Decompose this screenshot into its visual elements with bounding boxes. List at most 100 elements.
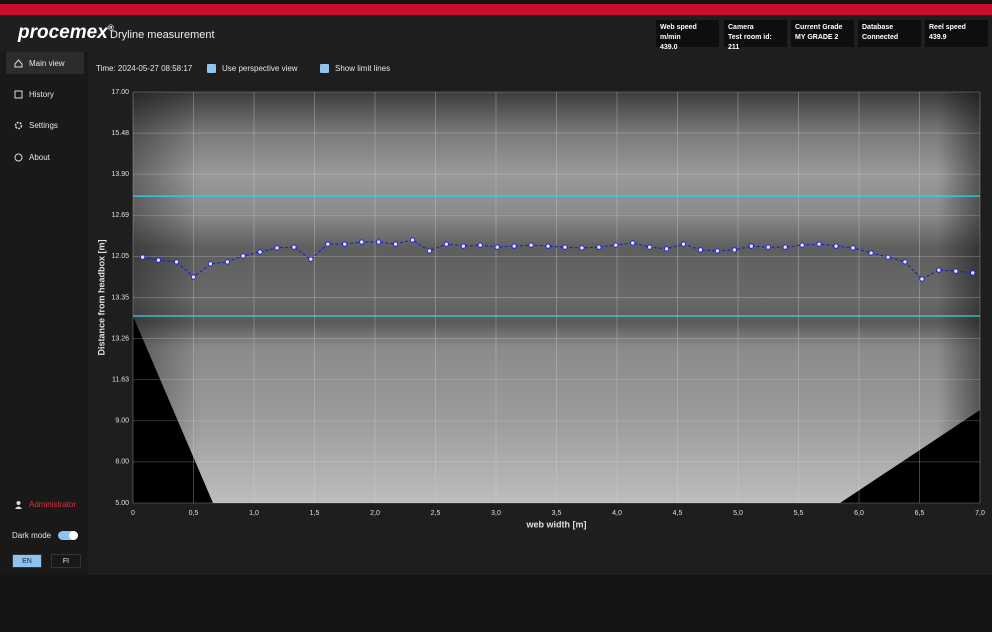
data-point	[409, 237, 416, 243]
data-point	[342, 241, 348, 247]
data-point	[868, 250, 874, 256]
toggle-knob	[69, 531, 78, 540]
logo: procemex®	[18, 22, 114, 44]
x-tick-label: 6,0	[854, 510, 864, 517]
dark-mode-toggle[interactable]	[58, 531, 78, 540]
data-point	[953, 268, 959, 274]
data-point	[613, 242, 619, 248]
lang-button[interactable]: EN	[12, 554, 42, 568]
data-point	[257, 249, 263, 255]
nav-label: Settings	[29, 120, 58, 130]
option-label: Use perspective view	[222, 64, 298, 73]
data-point	[663, 246, 670, 252]
checkbox[interactable]	[320, 64, 329, 73]
user-name: Administrator	[29, 499, 77, 509]
data-point	[426, 248, 433, 254]
nav-item[interactable]: About	[6, 146, 84, 168]
data-point	[579, 245, 585, 251]
data-point	[902, 259, 908, 265]
nav-item[interactable]: History	[6, 83, 84, 105]
data-point	[460, 243, 466, 249]
y-tick-label: 15.48	[111, 130, 129, 137]
image-mask	[840, 410, 980, 503]
x-tick-label: 0,5	[189, 510, 199, 517]
data-point	[936, 267, 942, 273]
checkbox-option[interactable]: Use perspective view	[207, 64, 298, 73]
status-box: Current Grade MY GRADE 2	[791, 20, 854, 47]
app-title: Dryline measurement	[110, 29, 215, 41]
logo-text: procemex	[18, 22, 108, 43]
y-axis-title: Distance from headbox [m]	[96, 239, 106, 355]
data-point	[630, 240, 636, 246]
checkbox-option[interactable]: Show limit lines	[320, 64, 390, 73]
time: Time: 2024-05-27 08:58:17	[96, 64, 193, 73]
data-point	[325, 241, 331, 247]
data-point	[816, 241, 822, 247]
y-tick-label: 12.69	[111, 212, 129, 219]
data-point	[647, 244, 653, 250]
dark-mode-label: Dark mode	[12, 531, 52, 540]
x-tick-label: 3,5	[552, 510, 562, 517]
data-point	[799, 242, 805, 248]
lang-button[interactable]: FI	[51, 554, 81, 568]
data-point	[731, 247, 738, 253]
y-tick-label: 17.00	[111, 89, 129, 96]
nav-label: History	[29, 89, 54, 99]
chart: 0 0,5 1,0 1,5 2,0 2,5 3,0 3,5 4,0 4,5 5,0 5,5 6,0 6,5…	[96, 89, 985, 530]
nav-item[interactable]: Settings	[6, 114, 84, 136]
data-point	[545, 243, 551, 249]
data-point	[291, 244, 297, 250]
x-tick-label: 0	[131, 510, 135, 517]
checkbox[interactable]	[207, 64, 216, 73]
nav-item[interactable]: Main view	[6, 52, 84, 74]
camera-shade	[133, 92, 980, 503]
icon	[14, 121, 23, 129]
data-point	[850, 245, 856, 251]
x-tick-label: 3,0	[491, 510, 501, 517]
data-point	[359, 239, 365, 245]
user[interactable]: Administrator	[6, 493, 84, 515]
status-label: Current Grade	[795, 24, 843, 31]
status-label: Reel speed	[929, 24, 966, 31]
data-point	[697, 247, 704, 253]
status-box: Reel speed 439.9	[925, 20, 988, 47]
data-point	[140, 254, 146, 260]
status-label: Database	[862, 24, 894, 31]
data-point	[207, 261, 214, 267]
data-point	[477, 242, 483, 248]
x-tick-label: 5,0	[733, 510, 743, 517]
data-point	[224, 259, 231, 265]
data-point	[392, 241, 399, 247]
logo-mark: ®	[107, 23, 114, 33]
x-tick-label: 7,0	[975, 510, 985, 517]
data-point	[308, 256, 314, 262]
x-tick-label: 2,5	[431, 510, 441, 517]
y-tick-label: 11.63	[112, 377, 129, 384]
sidebar	[0, 52, 88, 575]
brand-bar	[0, 4, 992, 15]
status-box: Camera Test room id: 211	[724, 20, 787, 51]
option-label: Show limit lines	[335, 64, 391, 73]
image-mask	[133, 316, 213, 503]
x-tick-label: 5,5	[794, 510, 804, 517]
data-point	[375, 239, 382, 245]
status-box: Web speed m/min 439.0	[656, 20, 719, 51]
data-line	[142, 239, 973, 280]
status-value: 439.0	[660, 44, 678, 51]
icon	[15, 500, 22, 509]
data-point	[596, 244, 602, 250]
data-point	[155, 257, 162, 263]
x-tick-label: 1,0	[249, 510, 259, 517]
y-tick-label: 9.00	[115, 418, 129, 425]
y-tick-label: 12.05	[111, 253, 129, 260]
x-tick-label: 4,5	[673, 510, 683, 517]
x-tick-label: 4,0	[612, 510, 622, 517]
status-value: Test room id: 211	[728, 34, 772, 51]
data-point	[173, 259, 180, 265]
data-point	[511, 243, 517, 249]
x-tick-label: 6,5	[915, 510, 925, 517]
status-value: 439.9	[929, 34, 947, 41]
data-point	[680, 241, 687, 247]
data-point	[885, 254, 891, 260]
